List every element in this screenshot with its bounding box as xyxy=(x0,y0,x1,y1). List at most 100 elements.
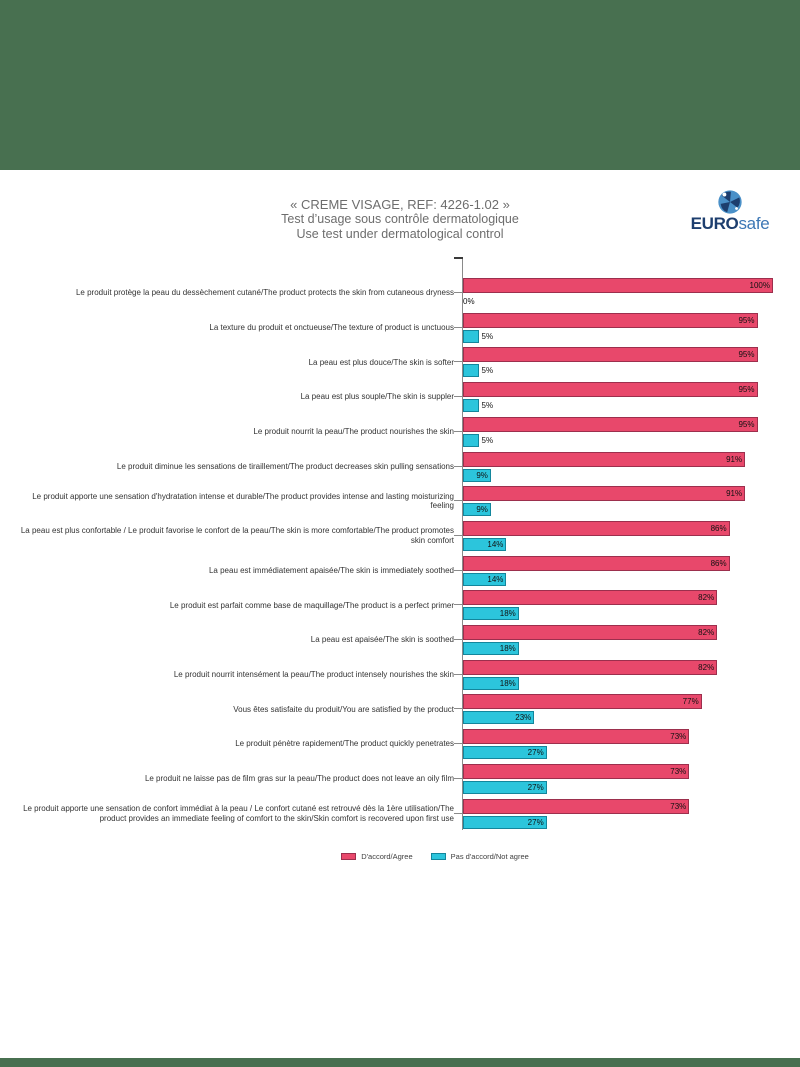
disagree-value-label: 5% xyxy=(481,366,494,376)
disagree-value-label: 14% xyxy=(487,574,504,584)
eurosafe-logo: EUROsafe xyxy=(672,188,788,232)
disagree-value-label: 14% xyxy=(487,539,504,549)
disagree-value-label: 23% xyxy=(515,713,532,723)
category-tick xyxy=(454,673,462,675)
agree-bar: 95% xyxy=(463,382,758,398)
category-label-text: Le produit nourrit intensément la peau/T… xyxy=(173,669,454,679)
agree-value-label: 86% xyxy=(710,523,727,533)
category-label: La peau est immédiatement apaisée/The sk… xyxy=(8,548,454,594)
agree-bar: 91% xyxy=(463,451,746,467)
legend-item: Pas d'accord/Not agree xyxy=(430,852,529,861)
disagree-bar xyxy=(463,364,479,378)
legend-swatch xyxy=(341,853,357,860)
category-label: Le produit nourrit intensément la peau/T… xyxy=(8,652,454,698)
category-label-text: La texture du produit et onctueuse/The t… xyxy=(209,322,454,332)
agree-bar: 95% xyxy=(463,312,758,328)
category-label-text: La peau est immédiatement apaisée/The sk… xyxy=(208,565,454,575)
category-label: Le produit ne laisse pas de film gras su… xyxy=(8,756,454,802)
disagree-value-label: 18% xyxy=(499,644,516,653)
category-label: Vous êtes satisfaite du produit/You are … xyxy=(8,686,454,732)
agree-bar: 95% xyxy=(463,347,758,363)
agree-value-label: 73% xyxy=(670,801,687,811)
report-page: « CREME VISAGE, REF: 4226-1.02 » Test d’… xyxy=(0,170,800,1058)
disagree-bar xyxy=(463,329,479,343)
agree-value-label: 95% xyxy=(738,315,755,325)
disagree-bar: 18% xyxy=(463,607,519,621)
disagree-value-label: 18% xyxy=(499,678,516,688)
agree-value-label: 73% xyxy=(670,732,687,742)
category-label-text: La peau est plus confortable / Le produi… xyxy=(20,526,454,545)
logo-euro: EURO xyxy=(690,214,739,233)
disagree-bar: 9% xyxy=(463,468,491,482)
category-tick xyxy=(454,361,462,363)
disagree-value-label: 5% xyxy=(481,331,494,341)
agree-value-label: 95% xyxy=(738,419,755,429)
category-label-text: Le produit diminue les sensations de tir… xyxy=(116,461,454,471)
disagree-value-label: 5% xyxy=(481,435,494,445)
category-label: La texture du produit et onctueuse/The t… xyxy=(8,305,454,351)
agree-bar: 73% xyxy=(463,763,690,779)
category-tick xyxy=(454,777,462,779)
title-line-1: « CREME VISAGE, REF: 4226-1.02 » xyxy=(290,197,510,212)
category-tick xyxy=(454,430,462,432)
category-label: Le produit protège la peau du dessècheme… xyxy=(8,270,454,316)
agree-value-label: 91% xyxy=(726,489,743,499)
agree-value-label: 91% xyxy=(726,454,743,464)
disagree-value-label: 0% xyxy=(463,297,475,306)
category-tick xyxy=(454,500,462,502)
agree-bar: 86% xyxy=(463,520,730,536)
category-label-text: La peau est plus douce/The skin is softe… xyxy=(308,357,454,367)
category-label-text: Le produit nourrit la peau/The product n… xyxy=(253,427,454,437)
chart: Le produit protège la peau du dessècheme… xyxy=(0,170,800,930)
category-tick xyxy=(454,743,462,745)
category-label: Le produit nourrit la peau/The product n… xyxy=(8,409,454,455)
axis-top-tick xyxy=(454,257,463,259)
agree-value-label: 77% xyxy=(682,697,699,707)
agree-bar: 91% xyxy=(463,486,746,502)
disagree-bar: 18% xyxy=(463,642,519,655)
category-label: La peau est plus confortable / Le produi… xyxy=(8,513,454,559)
title-line-2: Test d’usage sous contrôle dermatologiqu… xyxy=(281,212,519,226)
agree-bar: 82% xyxy=(463,659,718,675)
disagree-bar: 27% xyxy=(463,815,547,829)
category-tick xyxy=(454,396,462,398)
category-label-text: Le produit apporte une sensation de conf… xyxy=(23,804,454,823)
disagree-bar xyxy=(463,399,479,413)
category-label-text: Le produit protège la peau du dessècheme… xyxy=(75,288,454,298)
agree-bar: 86% xyxy=(463,555,730,571)
category-tick xyxy=(454,292,462,293)
category-tick xyxy=(454,812,462,814)
category-label: Le produit diminue les sensations de tir… xyxy=(8,444,454,490)
category-label: Le produit pénètre rapidement/The produc… xyxy=(8,721,454,767)
report-title: « CREME VISAGE, REF: 4226-1.02 » Test d’… xyxy=(0,197,800,242)
disagree-bar: 14% xyxy=(463,572,507,586)
agree-bar: 73% xyxy=(463,729,690,745)
category-tick xyxy=(454,326,462,328)
agree-bar: 82% xyxy=(463,625,718,640)
legend-swatch xyxy=(430,853,446,860)
disagree-value-label: 9% xyxy=(476,505,488,515)
legend-label: Pas d'accord/Not agree xyxy=(450,852,529,861)
agree-value-label: 86% xyxy=(710,558,727,568)
agree-value-label: 100% xyxy=(749,281,770,290)
disagree-bar: 27% xyxy=(463,780,547,794)
agree-value-label: 95% xyxy=(738,350,755,360)
disagree-value-label: 27% xyxy=(527,782,544,792)
category-label: La peau est plus douce/The skin is softe… xyxy=(8,339,454,385)
disagree-value-label: 5% xyxy=(481,401,494,411)
agree-bar: 100% xyxy=(463,278,773,293)
category-label-text: Le produit ne laisse pas de film gras su… xyxy=(144,774,454,784)
disagree-value-label: 9% xyxy=(476,470,488,480)
category-tick xyxy=(454,639,462,640)
category-label: Le produit est parfait comme base de maq… xyxy=(8,582,454,628)
category-label: Le produit apporte une sensation d'hydra… xyxy=(8,478,454,524)
title-line-3: Use test under dermatological control xyxy=(296,227,504,241)
y-axis-line xyxy=(462,258,463,830)
logo-safe: safe xyxy=(738,214,770,233)
category-tick xyxy=(454,569,462,571)
category-label-text: Le produit pénètre rapidement/The produc… xyxy=(235,739,454,749)
agree-value-label: 82% xyxy=(698,628,715,637)
disagree-bar: 27% xyxy=(463,746,547,760)
agree-bar: 73% xyxy=(463,798,690,814)
